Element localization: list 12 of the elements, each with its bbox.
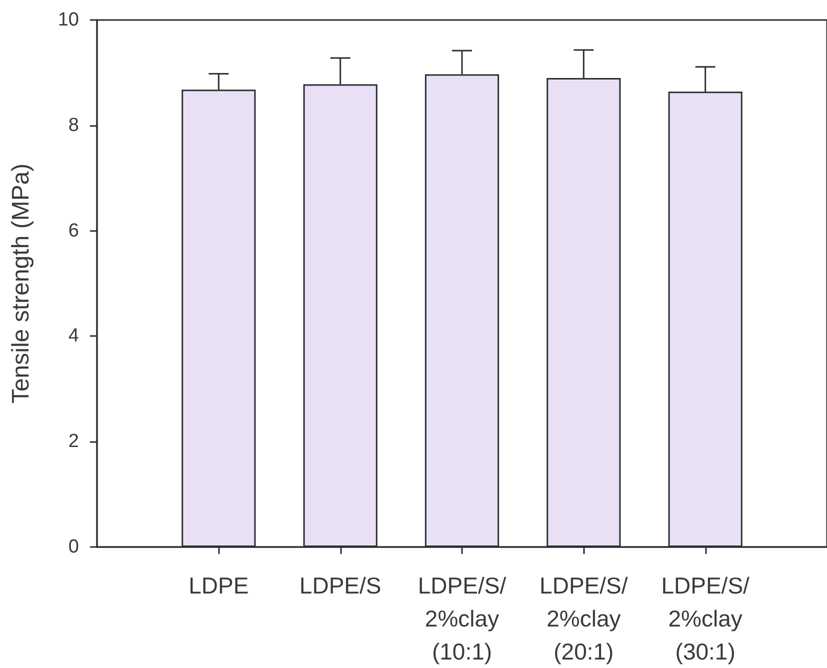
y-tick-label: 2 [68, 431, 79, 452]
x-tick-label: LDPE [188, 572, 249, 598]
x-tick-label: LDPE/S/ 2%clay (30:1) [661, 572, 750, 664]
x-tick-label: LDPE/S [299, 572, 382, 598]
y-tick-label: 10 [58, 10, 79, 30]
x-tick-label: LDPE/S/ 2%clay (10:1) [418, 572, 507, 664]
y-tick-label: 0 [68, 536, 79, 558]
y-tick-label: 8 [68, 114, 79, 136]
y-tick-label: 4 [68, 326, 80, 347]
y-axis-title: Tensile strength (MPa) [8, 163, 34, 404]
x-tick-label: LDPE/S/ 2%clay (20:1) [540, 572, 628, 664]
y-tick-label: 6 [68, 220, 79, 242]
